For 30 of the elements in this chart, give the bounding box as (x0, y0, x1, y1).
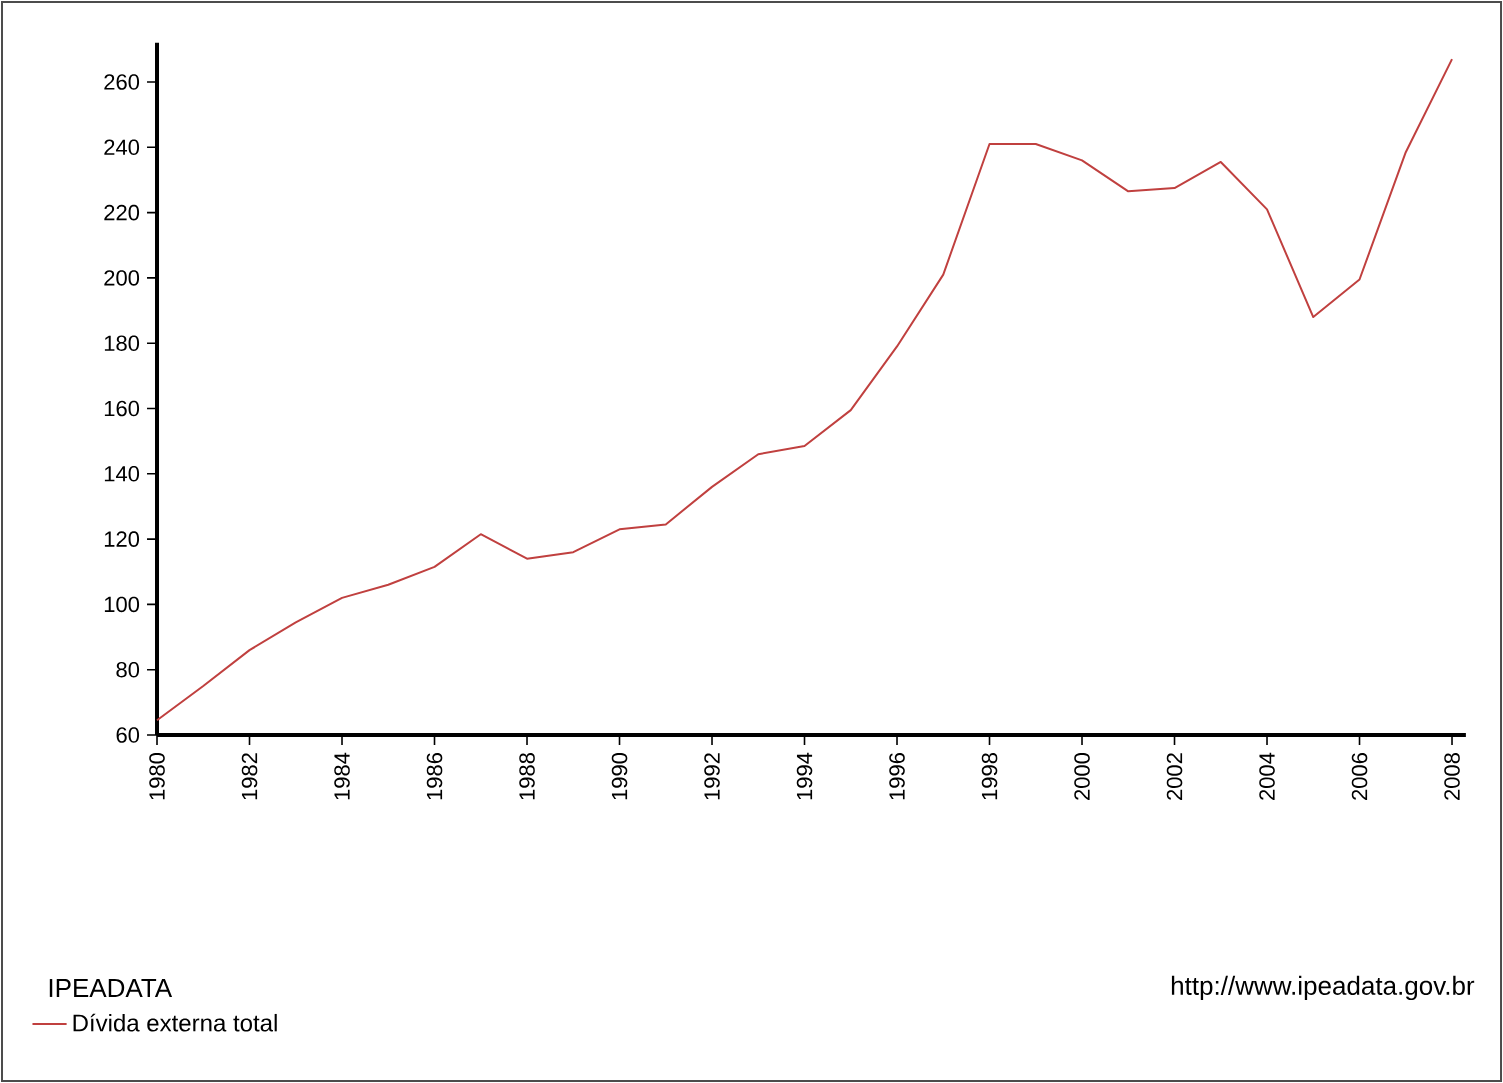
x-tick-label: 1988 (519, 753, 535, 800)
x-tick-label: 1998 (981, 753, 998, 800)
x-tick-label: 2004 (1259, 752, 1275, 800)
x-tick-label: 2006 (1351, 753, 1368, 800)
y-tick-label: 100 (104, 596, 140, 613)
x-tick-label: 2000 (1074, 752, 1090, 800)
x-tick-label: 1982 (241, 753, 258, 800)
x-tick-label: 1996 (889, 753, 905, 800)
x-tick-label: 1992 (704, 753, 720, 800)
line-series (156, 58, 1454, 722)
y-tick-label: 240 (104, 139, 140, 156)
x-tick-label: 2008 (1444, 753, 1460, 800)
y-tick-label: 140 (104, 466, 140, 482)
y-tick-label: 220 (104, 204, 140, 221)
x-tick-label: 2002 (1166, 753, 1183, 800)
legend-label: Dívida externa total (73, 1013, 277, 1032)
y-tick-label: 200 (104, 270, 140, 286)
text: IPEADATA (49, 979, 173, 997)
y-tick-label: 60 (116, 727, 140, 743)
x-tick-label: 1990 (611, 752, 628, 800)
y-tick-label: 180 (104, 335, 140, 351)
y-tick-label: 160 (104, 400, 140, 417)
x-tick-label: 1994 (796, 752, 813, 800)
y-tick-label: 80 (116, 661, 140, 678)
text: http://www.ipeadata.gov.br (1171, 975, 1475, 1001)
y-tick-label: 260 (104, 74, 140, 90)
x-tick-label: 1986 (426, 753, 443, 800)
x-tick-label: 1980 (149, 752, 165, 800)
y-tick-label: 120 (104, 531, 140, 547)
x-tick-label: 1984 (334, 752, 350, 800)
